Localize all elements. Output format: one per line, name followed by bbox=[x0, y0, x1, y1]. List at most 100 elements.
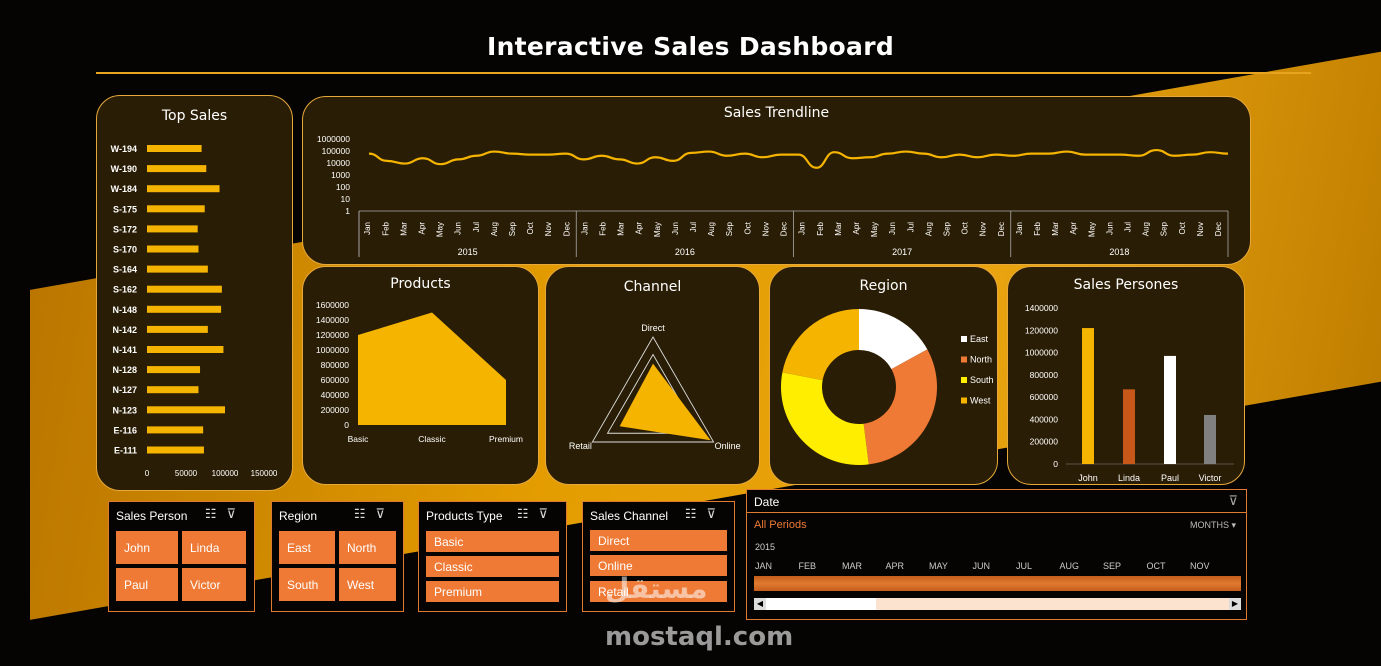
bar bbox=[147, 245, 199, 253]
slicer-icons: ☷⊽ bbox=[354, 506, 395, 522]
month-tick-label: Nov bbox=[1196, 222, 1205, 236]
slicer-item-retail[interactable]: Retail bbox=[590, 581, 727, 602]
clear-filter-icon[interactable]: ⊽ bbox=[226, 506, 246, 521]
timeline-month[interactable]: AUG bbox=[1059, 561, 1080, 571]
donut-slice bbox=[781, 372, 869, 465]
region-panel: Region East North South West bbox=[769, 266, 998, 485]
sales-persons-chart: 0 200000 400000 600000 800000 1000000 1200000 1… bbox=[1025, 303, 1234, 483]
month-tick-label: Aug bbox=[1142, 222, 1151, 236]
slicer-item-premium[interactable]: Premium bbox=[426, 581, 559, 602]
bar bbox=[147, 325, 208, 333]
multi-select-icon[interactable]: ☷ bbox=[204, 506, 227, 521]
y-tick-label: 200000 bbox=[321, 405, 350, 415]
month-tick-label: Jul bbox=[472, 222, 481, 232]
slicer-title: Products Type bbox=[426, 509, 503, 523]
channel-panel: Channel Direct Online Retail bbox=[545, 266, 760, 485]
slicer-item-victor[interactable]: Victor bbox=[182, 568, 246, 601]
scroll-left-icon[interactable]: ◀ bbox=[754, 598, 766, 610]
timeline-bar[interactable] bbox=[754, 576, 1241, 591]
timeline-month[interactable]: MAR bbox=[842, 561, 862, 571]
month-tick-label: Nov bbox=[544, 222, 553, 236]
y-tick-label: 0 bbox=[344, 420, 349, 430]
month-tick-label: Dec bbox=[1214, 222, 1223, 236]
clear-filter-icon[interactable]: ⊽ bbox=[538, 506, 558, 521]
multi-select-icon[interactable]: ☷ bbox=[353, 506, 376, 521]
clear-filter-icon[interactable]: ⊽ bbox=[1228, 493, 1238, 508]
timeline-level-dropdown[interactable]: MONTHS ▾ bbox=[1190, 520, 1236, 531]
multi-select-icon[interactable]: ☷ bbox=[516, 506, 539, 521]
month-tick-label: Apr bbox=[852, 222, 861, 235]
clear-filter-icon[interactable]: ⊽ bbox=[706, 506, 726, 521]
trend-line bbox=[368, 148, 1229, 169]
x-tick-label: Linda bbox=[1118, 473, 1140, 483]
x-tick-label: Premium bbox=[489, 434, 523, 444]
sales-person-slicer: Sales Person ☷⊽ John Linda Paul Victor bbox=[108, 501, 255, 612]
slicer-icons: ☷⊽ bbox=[205, 506, 246, 522]
timeline-month[interactable]: OCT bbox=[1146, 561, 1166, 571]
multi-select-icon[interactable]: ☷ bbox=[684, 506, 707, 521]
slicer-item-north[interactable]: North bbox=[339, 531, 396, 564]
slicer-item-basic[interactable]: Basic bbox=[426, 531, 559, 552]
x-tick-label: Victor bbox=[1199, 473, 1222, 483]
timeline-scrollbar[interactable]: ◀ ▶ bbox=[754, 598, 1241, 610]
x-tick-label: 150000 bbox=[251, 469, 278, 478]
month-tick-label: Jan bbox=[798, 222, 807, 235]
timeline-month[interactable]: JUN bbox=[972, 561, 991, 571]
legend-swatch bbox=[961, 377, 967, 383]
month-tick-label: Apr bbox=[1069, 222, 1078, 235]
bar-label: S-164 bbox=[113, 265, 137, 275]
slicer-item-linda[interactable]: Linda bbox=[182, 531, 246, 564]
timeline-month[interactable]: APR bbox=[885, 561, 905, 571]
clear-filter-icon[interactable]: ⊽ bbox=[375, 506, 395, 521]
y-tick-label: 100000 bbox=[322, 146, 351, 156]
slicer-item-paul[interactable]: Paul bbox=[116, 568, 178, 601]
slicer-item-classic[interactable]: Classic bbox=[426, 556, 559, 577]
month-tick-label: Feb bbox=[381, 221, 390, 235]
bar-label: S-175 bbox=[113, 204, 137, 214]
month-tick-label: Feb bbox=[599, 221, 608, 235]
month-tick-label: Jun bbox=[888, 222, 897, 235]
x-tick-label: Classic bbox=[418, 434, 446, 444]
slicer-title: Sales Channel bbox=[590, 509, 669, 523]
scroll-thumb[interactable] bbox=[766, 598, 876, 610]
month-tick-label: Mar bbox=[1051, 222, 1060, 236]
slicer-item-online[interactable]: Online bbox=[590, 555, 727, 576]
slicer-item-west[interactable]: West bbox=[339, 568, 396, 601]
timeline-month[interactable]: JAN bbox=[755, 561, 773, 571]
region-slicer: Region ☷⊽ East North South West bbox=[271, 501, 404, 612]
slicer-item-john[interactable]: John bbox=[116, 531, 178, 564]
slicer-item-south[interactable]: South bbox=[279, 568, 335, 601]
slicer-item-direct[interactable]: Direct bbox=[590, 530, 727, 551]
timeline-month[interactable]: FEB bbox=[798, 561, 817, 571]
timeline-month[interactable]: MAY bbox=[929, 561, 948, 571]
year-label: 2018 bbox=[1109, 247, 1129, 257]
legend-label: South bbox=[970, 375, 994, 385]
y-tick-label: 1 bbox=[345, 206, 350, 216]
slicer-title: Region bbox=[279, 509, 318, 523]
timeline-month[interactable]: NOV bbox=[1190, 561, 1210, 571]
bar bbox=[147, 346, 224, 353]
timeline-year: 2015 bbox=[755, 542, 776, 552]
slicer-icons: ☷⊽ bbox=[685, 506, 726, 522]
bar-label: S-172 bbox=[113, 224, 137, 234]
month-tick-label: Oct bbox=[743, 221, 752, 234]
sales-persons-panel: Sales Persones 0 200000 400000 600000 800000… bbox=[1007, 266, 1245, 485]
month-tick-label: Aug bbox=[707, 222, 716, 236]
timeline-level-value: MONTHS bbox=[1189, 520, 1229, 530]
month-tick-label: May bbox=[436, 222, 445, 237]
timeline-month[interactable]: JUL bbox=[1016, 561, 1033, 571]
x-tick-label: 0 bbox=[145, 469, 150, 478]
timeline-month[interactable]: SEP bbox=[1103, 561, 1122, 571]
products-chart: 0 200000 400000 600000 800000 1000000 1200000 1… bbox=[316, 300, 523, 444]
region-title: Region bbox=[859, 278, 908, 294]
chevron-down-icon: ▾ bbox=[1231, 520, 1236, 530]
radar-grid bbox=[591, 336, 715, 443]
bar-label: W-190 bbox=[111, 164, 137, 174]
month-tick-label: Dec bbox=[780, 222, 789, 236]
slicer-item-east[interactable]: East bbox=[279, 531, 335, 564]
channel-title: Channel bbox=[623, 279, 682, 295]
legend-swatch bbox=[961, 397, 967, 404]
products-type-slicer: Products Type ☷⊽ Basic Classic Premium bbox=[418, 501, 567, 612]
timeline-periods-label: All Periods bbox=[754, 519, 807, 531]
scroll-right-icon[interactable]: ▶ bbox=[1229, 598, 1241, 610]
